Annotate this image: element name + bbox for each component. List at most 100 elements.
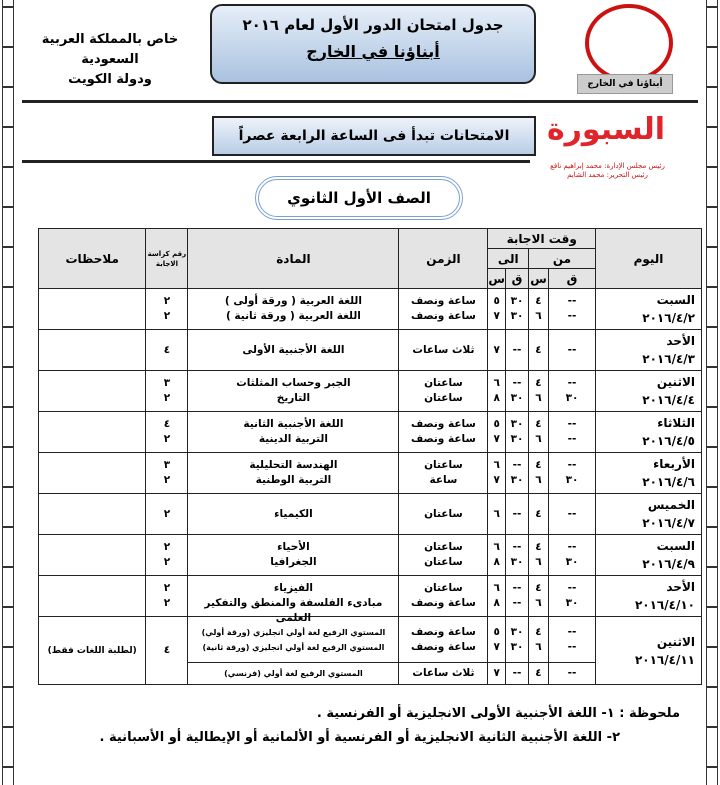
booklet-value: ٤ — [163, 343, 171, 356]
duration-value: ساعة ونصف — [411, 640, 476, 653]
notes-cell — [37, 452, 147, 494]
page-title: جدول امتحان الدور الأول لعام ٢٠١٦ — [242, 16, 504, 34]
from-q-value: -- — [567, 625, 577, 638]
to-s-value: ٨ — [493, 392, 500, 404]
subject-value: مبادىء الفلسفة والمنطق والتفكير العلمى — [204, 597, 383, 624]
from-s-value: ٤ — [535, 295, 542, 307]
subject-value: التاريخ — [276, 392, 311, 404]
col-answer-time: وقت الاجابة — [487, 228, 596, 249]
col-from-q: ق — [548, 268, 596, 289]
to-q-value: ٣٠ — [510, 640, 524, 653]
table-row: الاثنين ٢٠١٦/٤/٤ -- ٣٠ ٤ ٦ -- ٣٠ ٦ ٨ ساعتان ساعتان ا… — [37, 370, 702, 412]
notes-cell — [37, 288, 147, 330]
to-q-value: ٣٠ — [510, 625, 524, 638]
brand-logo: السبورة — [546, 112, 666, 147]
day-name: الأحد — [666, 580, 695, 594]
footer-note-1: ١- اللغة الأجنبية الأولى الانجليزية أو ا… — [316, 706, 615, 721]
day-name: الاثنين — [656, 375, 695, 389]
subject-value: الجغرافيا — [270, 556, 317, 568]
subject-cell: الهندسة التحليلية التربية الوطنية — [187, 452, 400, 494]
col-from: من — [528, 248, 596, 269]
day-cell: الاثنين ٢٠١٦/٤/١١ — [595, 616, 702, 685]
table-row: الأربعاء ٢٠١٦/٤/٦ -- ٣٠ ٤ ٦ -- ٣٠ ٦ ٧ ساعتان ساعة ال… — [37, 452, 702, 494]
subject-value: اللغة الأجنبية الأولى — [242, 343, 345, 356]
from-q-value: -- — [567, 377, 577, 389]
to-q-cell: ٣٠ ٣٠ — [505, 616, 529, 663]
duration-cell: ساعتان — [398, 493, 489, 535]
to-s-value: ٦ — [493, 507, 500, 520]
footer-label: ملحوظة : — [619, 706, 680, 721]
to-q-value: ٣٠ — [510, 418, 524, 430]
notes-cell — [37, 575, 147, 617]
booklet-value: ٢ — [163, 541, 171, 553]
notes-cell — [37, 329, 147, 371]
from-q-value: -- — [567, 507, 577, 520]
table-row: الاثنين ٢٠١٦/٤/١١ -- -- ٤ ٦ ٣٠ ٣٠ ٥ ٧ ساعة ونصف ساع… — [37, 616, 702, 685]
grade-title: الصف الأول الثانوي — [255, 176, 463, 220]
day-date: ٢٠١٦/٤/١٠ — [634, 598, 695, 612]
to-q-value: ٣٠ — [510, 474, 524, 486]
to-s-cell: ٦ — [487, 493, 506, 535]
day-cell: الأحد ٢٠١٦/٤/٣ — [595, 329, 702, 371]
day-cell: الأربعاء ٢٠١٦/٤/٦ — [595, 452, 702, 494]
to-q-value: -- — [512, 459, 522, 471]
table-row: الأحد ٢٠١٦/٤/٣ -- ٤ -- ٧ ثلاث ساعات اللغة الأجن… — [37, 329, 702, 371]
duration-value: ساعة ونصف — [411, 433, 476, 445]
col-notes: ملاحظات — [37, 228, 147, 289]
to-q-value: ٣٠ — [510, 392, 524, 404]
duration-value: ساعة ونصف — [411, 625, 476, 638]
brand-credit-1: رئيس مجلس الإدارة: محمد إبراهيم نافع — [550, 162, 665, 170]
page-subtitle: أبناؤنا في الخارج — [306, 42, 440, 61]
duration-cell: ثلاث ساعات — [398, 329, 489, 371]
from-s-value: ٦ — [535, 597, 542, 609]
from-q-cell: -- -- — [548, 411, 596, 453]
to-q-value: -- — [512, 343, 522, 356]
to-q-value: -- — [512, 597, 522, 609]
booklet-value: ٢ — [163, 474, 171, 486]
schedule-table: اليوم وقت الاجابة الزمن المادة رقم كراسة… — [37, 228, 702, 685]
day-date: ٢٠١٦/٤/٥ — [642, 434, 695, 448]
subject-value: الكيمياء — [274, 507, 313, 520]
duration-value: ساعتان — [424, 459, 463, 471]
to-q-value: -- — [512, 377, 522, 389]
to-q-value: -- — [512, 667, 522, 679]
booklet-value: ٢ — [163, 392, 171, 404]
booklet-value: ٢ — [163, 295, 171, 307]
to-q-cell: -- — [505, 662, 529, 685]
to-s-value: ٧ — [493, 310, 500, 322]
booklet-value: ٢ — [163, 582, 171, 594]
to-q-cell: -- — [505, 329, 529, 371]
table-row: الأحد ٢٠١٦/٤/١٠ -- ٣٠ ٤ ٦ -- -- ٦ ٨ ساعتان ساعة ونص… — [37, 575, 702, 624]
to-s-value: ٥ — [493, 418, 500, 430]
duration-cell: ساعتان ساعة — [398, 452, 489, 494]
from-s-cell: ٤ — [528, 662, 549, 685]
duration-value: ساعتان — [424, 541, 463, 553]
day-cell: الاثنين ٢٠١٦/٤/٤ — [595, 370, 702, 412]
subject-cell: اللغة الأجنبية الثانية التربية الدينية — [187, 411, 400, 453]
booklet-cell: ٤ — [145, 616, 189, 685]
from-q-value: -- — [567, 667, 577, 679]
day-name: الخميس — [647, 498, 695, 512]
subject-value: التربية الدينية — [258, 433, 328, 445]
from-s-value: ٦ — [535, 640, 542, 653]
duration-value: ساعتان — [424, 556, 463, 568]
from-s-value: ٦ — [535, 433, 542, 445]
to-s-value: ٧ — [493, 640, 500, 653]
duration-cell: ساعة ونصف ساعة ونصف — [398, 411, 489, 453]
to-s-value: ٦ — [493, 541, 500, 553]
duration-value: ساعتان — [424, 507, 463, 520]
day-name: السبت — [656, 539, 695, 553]
col-from-s: س — [528, 268, 549, 289]
divider — [22, 160, 530, 163]
